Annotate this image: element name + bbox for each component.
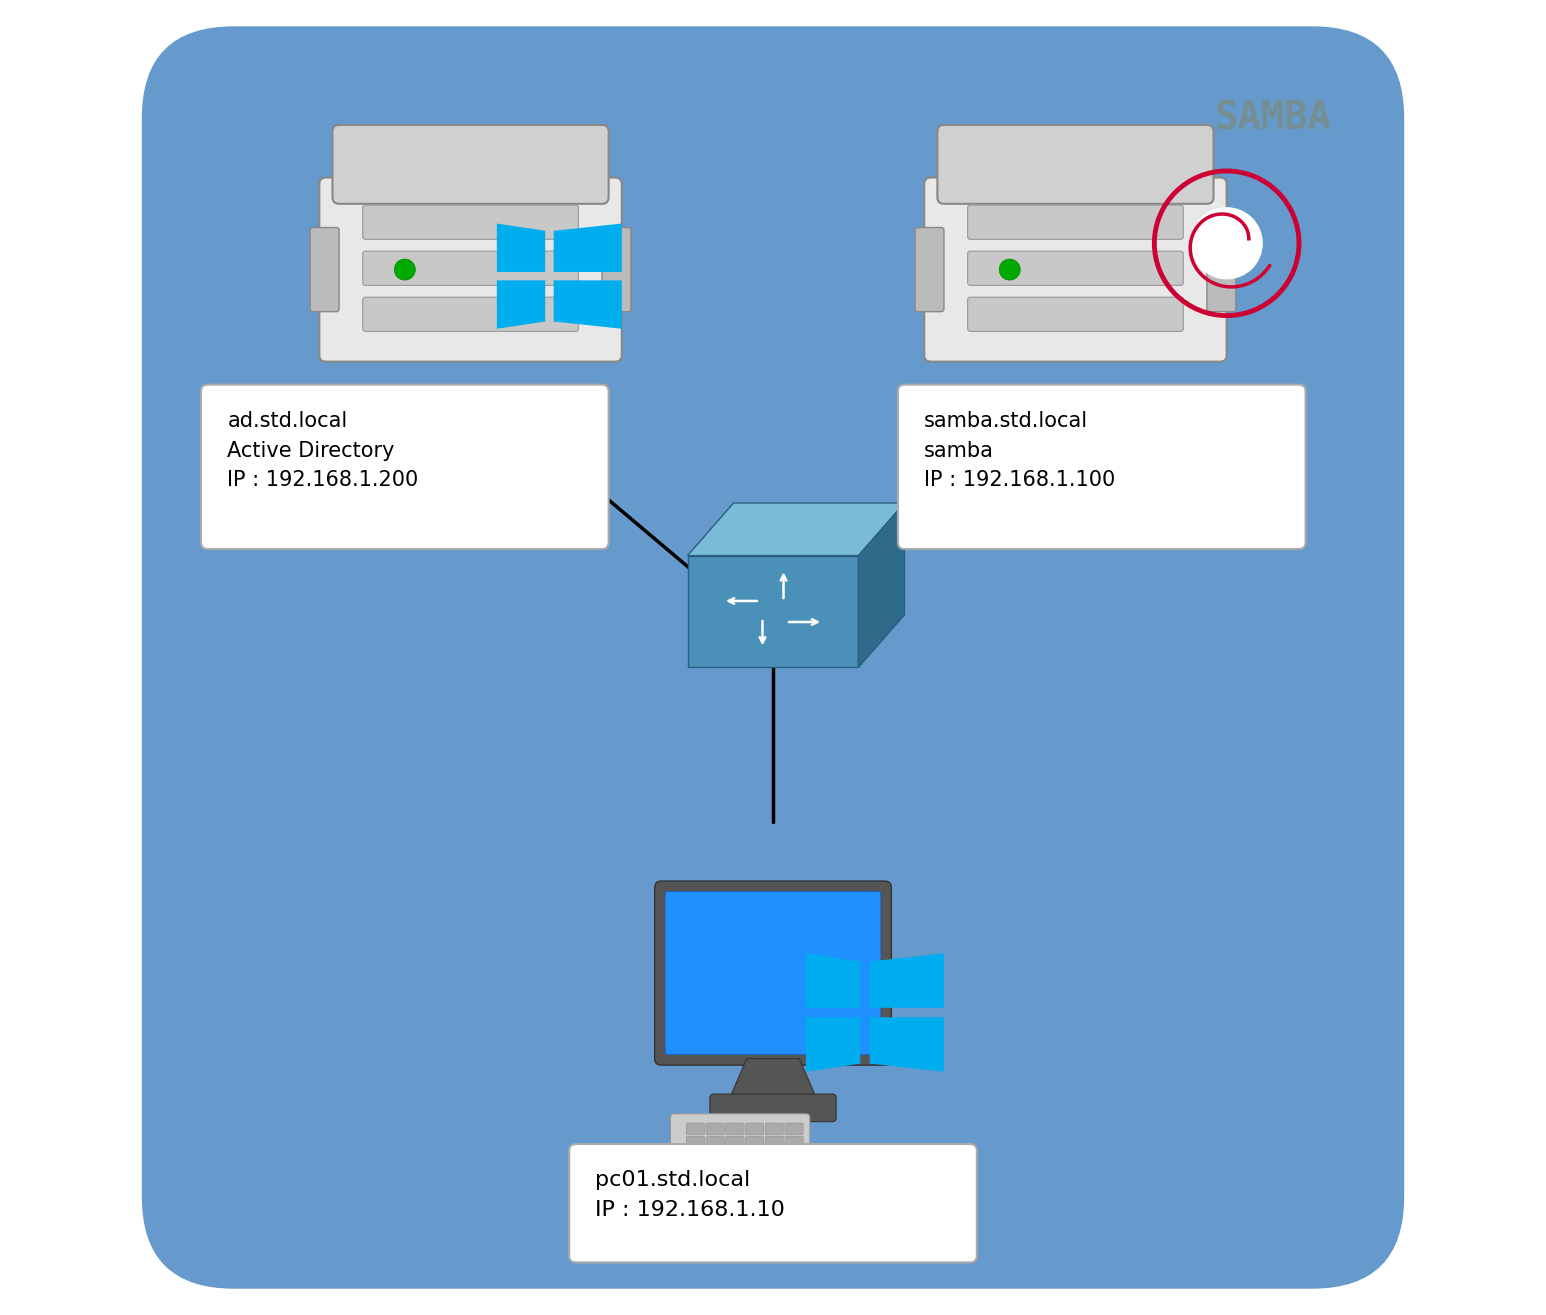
Text: SAMBA: SAMBA [1214, 100, 1331, 137]
Circle shape [394, 259, 416, 280]
FancyBboxPatch shape [968, 297, 1183, 331]
FancyBboxPatch shape [968, 205, 1183, 239]
FancyBboxPatch shape [710, 1094, 836, 1122]
FancyBboxPatch shape [765, 1123, 784, 1135]
Polygon shape [805, 1018, 860, 1072]
FancyBboxPatch shape [707, 1136, 725, 1148]
Circle shape [1190, 208, 1263, 280]
Polygon shape [727, 1059, 819, 1105]
Polygon shape [688, 555, 858, 668]
FancyBboxPatch shape [686, 1123, 705, 1135]
Text: samba.std.local
samba
IP : 192.168.1.100: samba.std.local samba IP : 192.168.1.100 [925, 410, 1116, 490]
FancyBboxPatch shape [654, 881, 892, 1065]
FancyBboxPatch shape [671, 1114, 810, 1155]
FancyBboxPatch shape [915, 227, 945, 312]
FancyBboxPatch shape [363, 205, 578, 239]
Polygon shape [496, 224, 546, 272]
Polygon shape [858, 502, 904, 668]
Polygon shape [496, 280, 546, 329]
FancyBboxPatch shape [311, 227, 339, 312]
FancyBboxPatch shape [785, 1136, 804, 1148]
FancyBboxPatch shape [201, 384, 609, 550]
FancyBboxPatch shape [332, 125, 609, 204]
FancyBboxPatch shape [725, 1123, 744, 1135]
Circle shape [999, 259, 1020, 280]
FancyBboxPatch shape [937, 125, 1214, 204]
FancyBboxPatch shape [745, 1136, 764, 1148]
FancyBboxPatch shape [925, 178, 1226, 362]
FancyBboxPatch shape [745, 1123, 764, 1135]
Polygon shape [553, 224, 621, 272]
FancyBboxPatch shape [765, 1136, 784, 1148]
FancyBboxPatch shape [142, 26, 1404, 1289]
FancyBboxPatch shape [1207, 227, 1235, 312]
Polygon shape [870, 953, 945, 1007]
FancyBboxPatch shape [707, 1123, 725, 1135]
FancyBboxPatch shape [968, 251, 1183, 285]
FancyBboxPatch shape [363, 297, 578, 331]
FancyBboxPatch shape [363, 251, 578, 285]
Polygon shape [688, 502, 904, 555]
Text: pc01.std.local
IP : 192.168.1.10: pc01.std.local IP : 192.168.1.10 [595, 1170, 785, 1220]
FancyBboxPatch shape [898, 384, 1305, 550]
FancyBboxPatch shape [320, 178, 621, 362]
Text: ad.std.local
Active Directory
IP : 192.168.1.200: ad.std.local Active Directory IP : 192.1… [227, 410, 419, 490]
Polygon shape [553, 280, 621, 329]
FancyBboxPatch shape [665, 892, 881, 1055]
FancyBboxPatch shape [785, 1123, 804, 1135]
FancyBboxPatch shape [601, 227, 631, 312]
Polygon shape [870, 1018, 945, 1072]
FancyBboxPatch shape [725, 1136, 744, 1148]
FancyBboxPatch shape [569, 1144, 977, 1262]
Polygon shape [805, 953, 860, 1007]
FancyBboxPatch shape [686, 1136, 705, 1148]
